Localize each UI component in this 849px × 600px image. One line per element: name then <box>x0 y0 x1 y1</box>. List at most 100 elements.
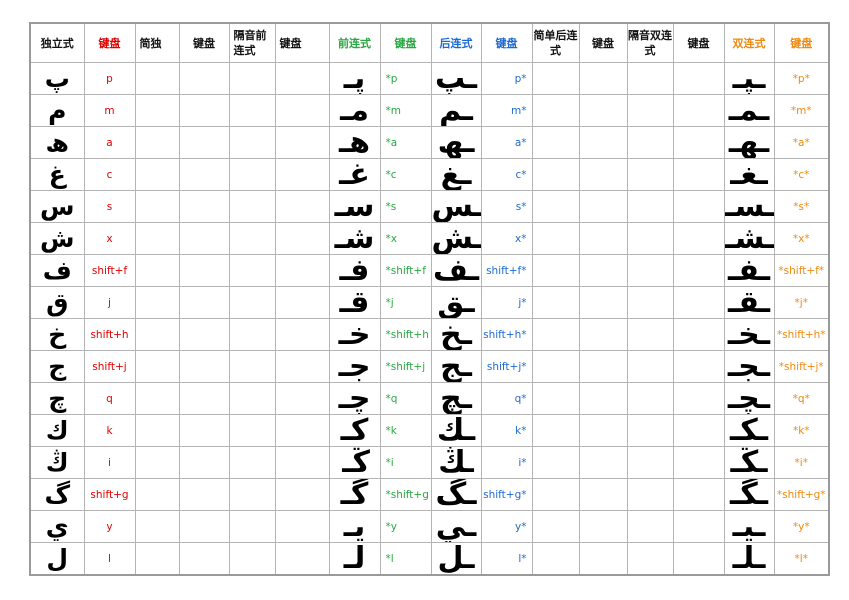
back-glyph: ـھ <box>430 126 482 159</box>
gap-double-key-cell <box>672 318 725 351</box>
simple-back-key-cell <box>578 542 628 576</box>
gap-double-cell <box>626 318 674 351</box>
isolated-glyph: ڭ <box>29 446 85 479</box>
front-key: *shift+f <box>379 254 432 287</box>
simple-back-key-cell <box>578 350 628 383</box>
back-key: shift+j* <box>480 350 533 383</box>
gap-double-cell <box>626 542 674 576</box>
gap-double-cell <box>626 350 674 383</box>
front-glyph: پـ <box>328 62 381 95</box>
back-glyph: ـپ <box>430 62 482 95</box>
back-key: p* <box>480 62 533 95</box>
gap-front-cell <box>228 62 276 95</box>
isolated-glyph: ق <box>29 286 85 319</box>
header-double-key: 键盘 <box>773 22 830 63</box>
simple-key-cell <box>178 222 230 255</box>
isolated-glyph: ش <box>29 222 85 255</box>
isolated-key: m <box>83 94 136 127</box>
simple-cell <box>134 446 180 479</box>
header-gap-double-key: 键盘 <box>672 22 725 63</box>
isolated-glyph: س <box>29 190 85 223</box>
back-key: y* <box>480 510 533 543</box>
back-key: c* <box>480 158 533 191</box>
simple-back-cell <box>531 254 580 287</box>
double-glyph: ـقـ <box>723 286 775 319</box>
gap-double-cell <box>626 286 674 319</box>
isolated-glyph: پ <box>29 62 85 95</box>
double-key: *x* <box>773 222 830 255</box>
gap-front-key-cell <box>274 222 330 255</box>
gap-double-cell <box>626 510 674 543</box>
header-double: 双连式 <box>723 22 775 63</box>
gap-front-cell <box>228 382 276 415</box>
gap-front-key-cell <box>274 254 330 287</box>
back-glyph: ـس <box>430 190 482 223</box>
simple-back-cell <box>531 158 580 191</box>
isolated-key: shift+g <box>83 478 136 511</box>
front-key: *a <box>379 126 432 159</box>
header-gap-front-key: 键盘 <box>274 22 330 63</box>
simple-back-cell <box>531 222 580 255</box>
simple-back-cell <box>531 510 580 543</box>
gap-double-cell <box>626 222 674 255</box>
front-key: *y <box>379 510 432 543</box>
simple-cell <box>134 414 180 447</box>
isolated-key: s <box>83 190 136 223</box>
back-key: j* <box>480 286 533 319</box>
gap-front-key-cell <box>274 190 330 223</box>
isolated-glyph: ج <box>29 350 85 383</box>
double-glyph: ـشـ <box>723 222 775 255</box>
back-glyph: ـچ <box>430 382 482 415</box>
double-glyph: ـمـ <box>723 94 775 127</box>
simple-key-cell <box>178 478 230 511</box>
gap-double-cell <box>626 190 674 223</box>
gap-front-key-cell <box>274 350 330 383</box>
header-simple: 简独 <box>134 22 180 63</box>
front-glyph: لـ <box>328 542 381 576</box>
keyboard-mapping-table: 独立式 键盘 简独 键盘 隔音前连式 键盘 前连式 键盘 后连式 键盘 简单后连… <box>29 22 830 576</box>
isolated-key: j <box>83 286 136 319</box>
table-row: س s سـ *s ـس s* ـسـ *s* <box>29 190 830 223</box>
gap-front-cell <box>228 190 276 223</box>
simple-back-key-cell <box>578 446 628 479</box>
double-glyph: ـگـ <box>723 478 775 511</box>
gap-front-cell <box>228 350 276 383</box>
gap-double-cell <box>626 254 674 287</box>
simple-back-key-cell <box>578 478 628 511</box>
gap-double-cell <box>626 414 674 447</box>
gap-double-key-cell <box>672 94 725 127</box>
simple-back-cell <box>531 94 580 127</box>
back-glyph: ـم <box>430 94 482 127</box>
gap-double-cell <box>626 94 674 127</box>
simple-key-cell <box>178 62 230 95</box>
header-simple-key: 键盘 <box>178 22 230 63</box>
double-key: *i* <box>773 446 830 479</box>
back-key: x* <box>480 222 533 255</box>
table-row: ي y يـ *y ـي y* ـيـ *y* <box>29 510 830 543</box>
simple-back-key-cell <box>578 190 628 223</box>
gap-front-key-cell <box>274 446 330 479</box>
simple-back-key-cell <box>578 222 628 255</box>
front-glyph: فـ <box>328 254 381 287</box>
double-key: *k* <box>773 414 830 447</box>
simple-back-key-cell <box>578 126 628 159</box>
table-row: ھ a ھـ *a ـھ a* ـھـ *a* <box>29 126 830 159</box>
double-key: *shift+h* <box>773 318 830 351</box>
isolated-key: q <box>83 382 136 415</box>
header-front: 前连式 <box>328 22 381 63</box>
simple-back-cell <box>531 542 580 576</box>
simple-key-cell <box>178 318 230 351</box>
double-key: *j* <box>773 286 830 319</box>
back-key: shift+h* <box>480 318 533 351</box>
simple-back-cell <box>531 190 580 223</box>
simple-key-cell <box>178 158 230 191</box>
gap-double-cell <box>626 478 674 511</box>
back-key: shift+f* <box>480 254 533 287</box>
simple-back-cell <box>531 62 580 95</box>
isolated-glyph: گ <box>29 478 85 511</box>
front-key: *k <box>379 414 432 447</box>
front-glyph: ڭـ <box>328 446 381 479</box>
gap-front-key-cell <box>274 414 330 447</box>
isolated-glyph: ف <box>29 254 85 287</box>
front-key: *m <box>379 94 432 127</box>
